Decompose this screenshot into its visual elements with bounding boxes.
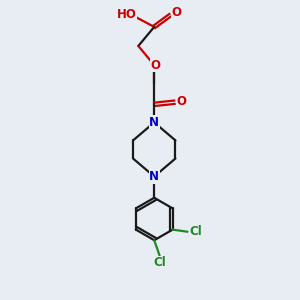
Text: Cl: Cl [153, 256, 166, 269]
Text: N: N [149, 170, 159, 183]
Text: HO: HO [117, 8, 136, 21]
Text: O: O [171, 5, 181, 19]
Text: O: O [176, 95, 186, 108]
Text: N: N [149, 116, 159, 129]
Text: Cl: Cl [189, 225, 202, 238]
Text: O: O [150, 58, 160, 72]
